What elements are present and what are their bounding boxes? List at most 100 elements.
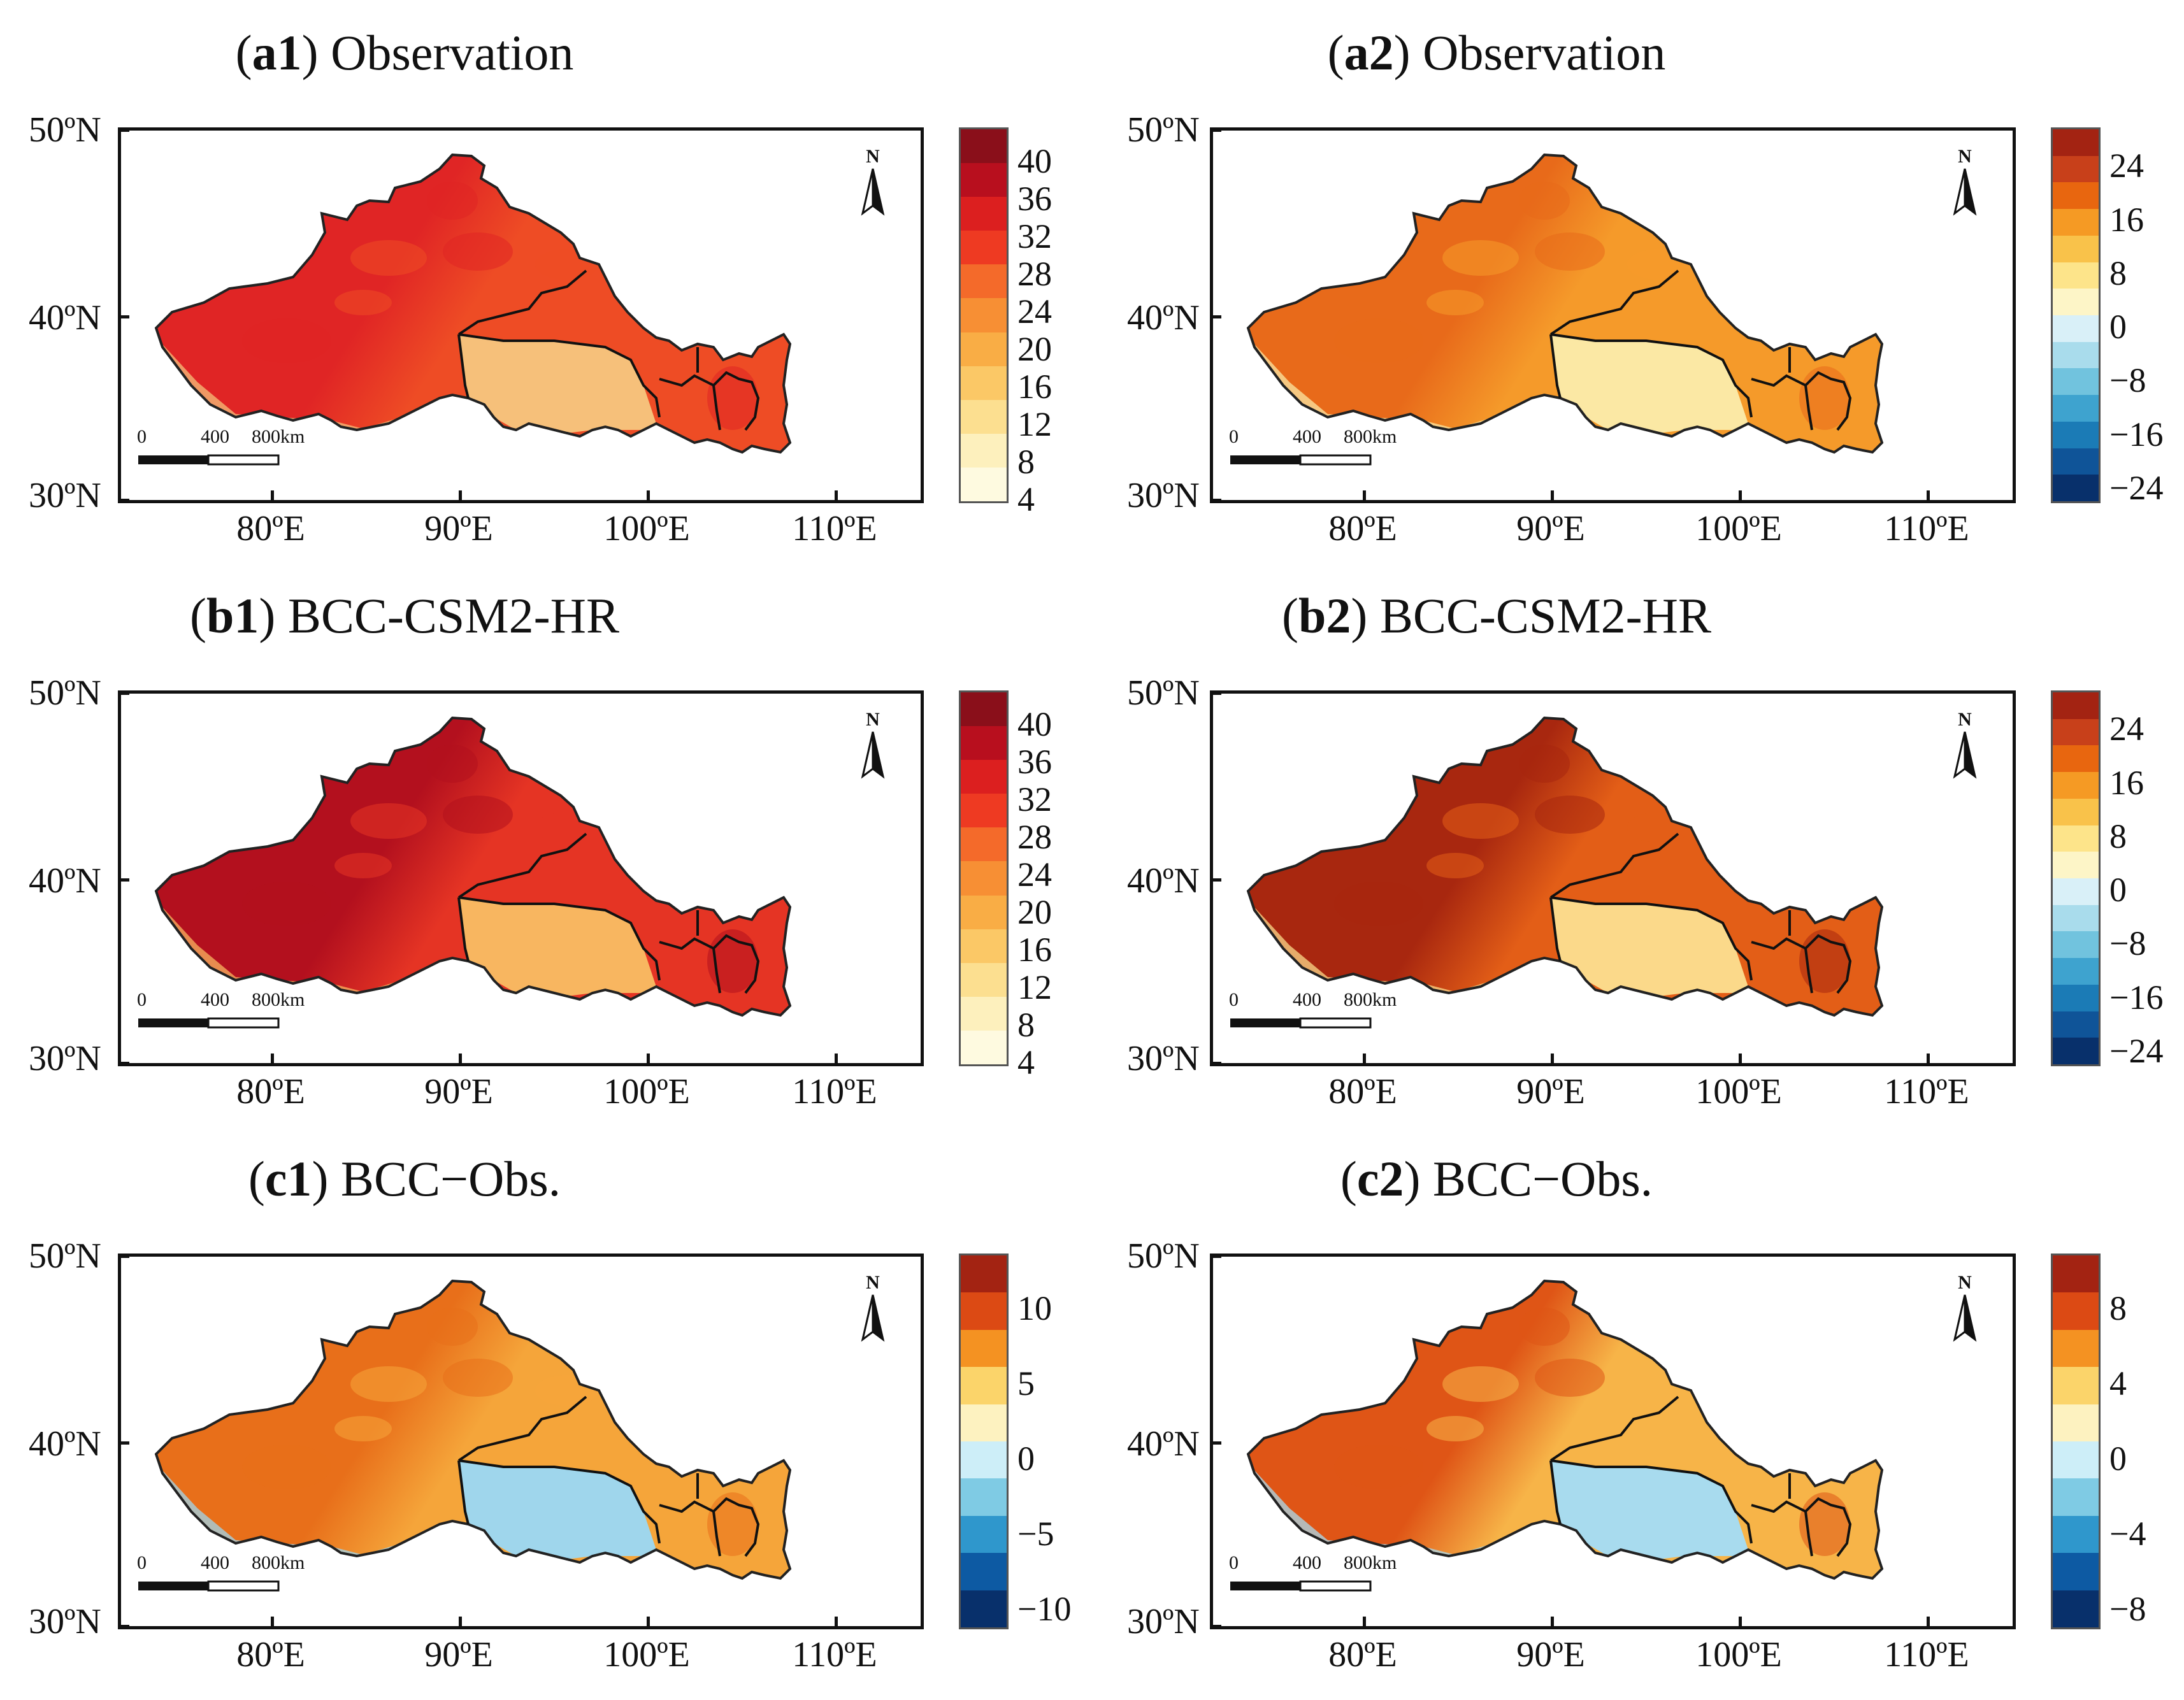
panel-label: b2: [1298, 588, 1351, 643]
colorbar-segment: [961, 1329, 1007, 1368]
province-boundary: [458, 896, 661, 981]
lon-tick-label: 80ºE: [1328, 1072, 1397, 1111]
lon-tick: [647, 1054, 650, 1065]
lon-tick: [1363, 490, 1366, 502]
colorbar-segment: [961, 467, 1007, 502]
colorbar-tick-label: 8: [2109, 1289, 2127, 1327]
province-boundary: [1550, 896, 1753, 981]
lon-tick-label: 100ºE: [603, 1072, 690, 1111]
colorbar-segment: [2053, 1011, 2099, 1038]
field-patch: [1627, 812, 1691, 843]
colorbar-tick-label: 8: [1017, 443, 1035, 482]
colorbar-segment: [2053, 852, 2099, 879]
lon-tick: [647, 490, 650, 502]
field-patch: [443, 232, 513, 271]
region-boundary: [1246, 716, 1884, 1017]
field-patch: [1442, 1366, 1519, 1402]
lon-tick: [1363, 1054, 1366, 1065]
field-patch: [1519, 1308, 1570, 1346]
colorbar-segment: [2053, 182, 2099, 210]
colorbar-tick-label: 28: [1017, 818, 1052, 857]
field-patch: [1519, 745, 1570, 783]
scale-bar: 0 400 800km: [1229, 426, 1397, 466]
panel-title-text: BCC-CSM2-HR: [1379, 588, 1711, 643]
colorbar-tick-label: 8: [2109, 817, 2127, 855]
lat-tick: [1210, 315, 1221, 318]
lon-tick: [271, 1054, 274, 1065]
panel-title-text: Observation: [1423, 25, 1666, 80]
map-canvas: N 0 400 800km: [1229, 709, 1977, 1029]
map-panel-b1: (b1) BCC-CSM2-HR N 0 400 800km 50ºN 40ºN 30ºN 80…: [0, 563, 1092, 1126]
colorbar-tick-label: −8: [2109, 924, 2146, 963]
province-boundary: [1549, 1396, 1679, 1462]
lon-tick: [1551, 490, 1554, 502]
colorbar-tick-label: 8: [2109, 254, 2127, 292]
lat-tick-label: 40ºN: [1127, 1424, 1200, 1464]
colorbar-segment: [961, 231, 1007, 265]
field-patch: [707, 1492, 758, 1556]
colorbar-segment: [961, 929, 1007, 963]
region-boundary: [1246, 153, 1884, 454]
colorbar-segment: [2053, 1441, 2099, 1479]
lat-tick-label: 30ºN: [29, 1602, 101, 1641]
field-patch: [1334, 882, 1423, 926]
lon-tick-label: 110ºE: [1884, 1635, 1969, 1675]
plateau-subregion: [459, 897, 656, 996]
colorbar-tick-label: −24: [2109, 468, 2164, 507]
north-arrow-icon: N: [1953, 709, 1977, 779]
map-frame: N 0 400 800km: [1210, 690, 2016, 1066]
colorbar-tick-label: 20: [1017, 330, 1052, 369]
lon-tick: [1739, 490, 1742, 502]
province-boundary: [457, 269, 587, 336]
colorbar-segment: [961, 996, 1007, 1031]
lat-tick-label: 50ºN: [29, 110, 101, 150]
scale-label-end: 800km: [252, 1552, 305, 1573]
region-boundary: [154, 716, 792, 1017]
province-boundary: [1549, 832, 1679, 899]
lon-tick: [459, 1054, 462, 1065]
colorbar-segment: [2053, 931, 2099, 959]
colorbar-segment: [961, 1255, 1007, 1293]
map-canvas: N 0 400 800km: [137, 709, 885, 1029]
lon-tick-label: 80ºE: [1328, 509, 1397, 548]
north-label: N: [1958, 146, 1972, 167]
scale-label-end: 800km: [1344, 1552, 1397, 1573]
colorbar-tick-label: 16: [2109, 763, 2144, 802]
panel-label: c1: [264, 1151, 312, 1206]
colorbar-tick-label: 12: [1017, 405, 1052, 444]
colorbar-segment: [961, 962, 1007, 997]
field-patch: [427, 745, 478, 783]
province-boundary: [457, 1396, 587, 1462]
scale-label-zero: 0: [137, 989, 147, 1010]
province-boundary: [457, 334, 470, 399]
colorbar-tick-label: 0: [2109, 871, 2127, 910]
province-boundary: [1549, 1460, 1562, 1525]
colorbar-segment: [2053, 984, 2099, 1011]
map-panel-a2: (a2) Observation N 0 400 800km 50ºN 40ºN 30ºN 80…: [1092, 0, 2184, 563]
colorbar-segment: [961, 1292, 1007, 1330]
colorbar-segment: [2053, 692, 2099, 719]
field-patch: [350, 240, 427, 276]
colorbar-segment: [961, 197, 1007, 231]
colorbar-segment: [961, 827, 1007, 862]
field-patch: [242, 882, 331, 926]
lat-tick-label: 40ºN: [29, 861, 101, 901]
colorbar-tick-label: 0: [2109, 308, 2127, 346]
colorbar-segment: [2053, 448, 2099, 475]
lon-tick-label: 80ºE: [236, 509, 305, 548]
lon-tick-label: 80ºE: [236, 1072, 305, 1111]
lat-tick: [1210, 1255, 1221, 1258]
north-label: N: [1958, 1272, 1972, 1293]
colorbar-tick-label: 4: [1017, 480, 1035, 519]
colorbar: [959, 690, 1009, 1066]
field-patch: [1426, 853, 1484, 878]
lat-tick: [118, 878, 129, 882]
plateau-subregion: [1551, 334, 1748, 433]
colorbar-tick-label: 4: [2109, 1364, 2127, 1403]
lat-tick-label: 30ºN: [1127, 1039, 1200, 1078]
lon-tick: [835, 1617, 838, 1628]
colorbar-segment: [961, 1478, 1007, 1516]
province-boundary: [457, 1460, 470, 1525]
